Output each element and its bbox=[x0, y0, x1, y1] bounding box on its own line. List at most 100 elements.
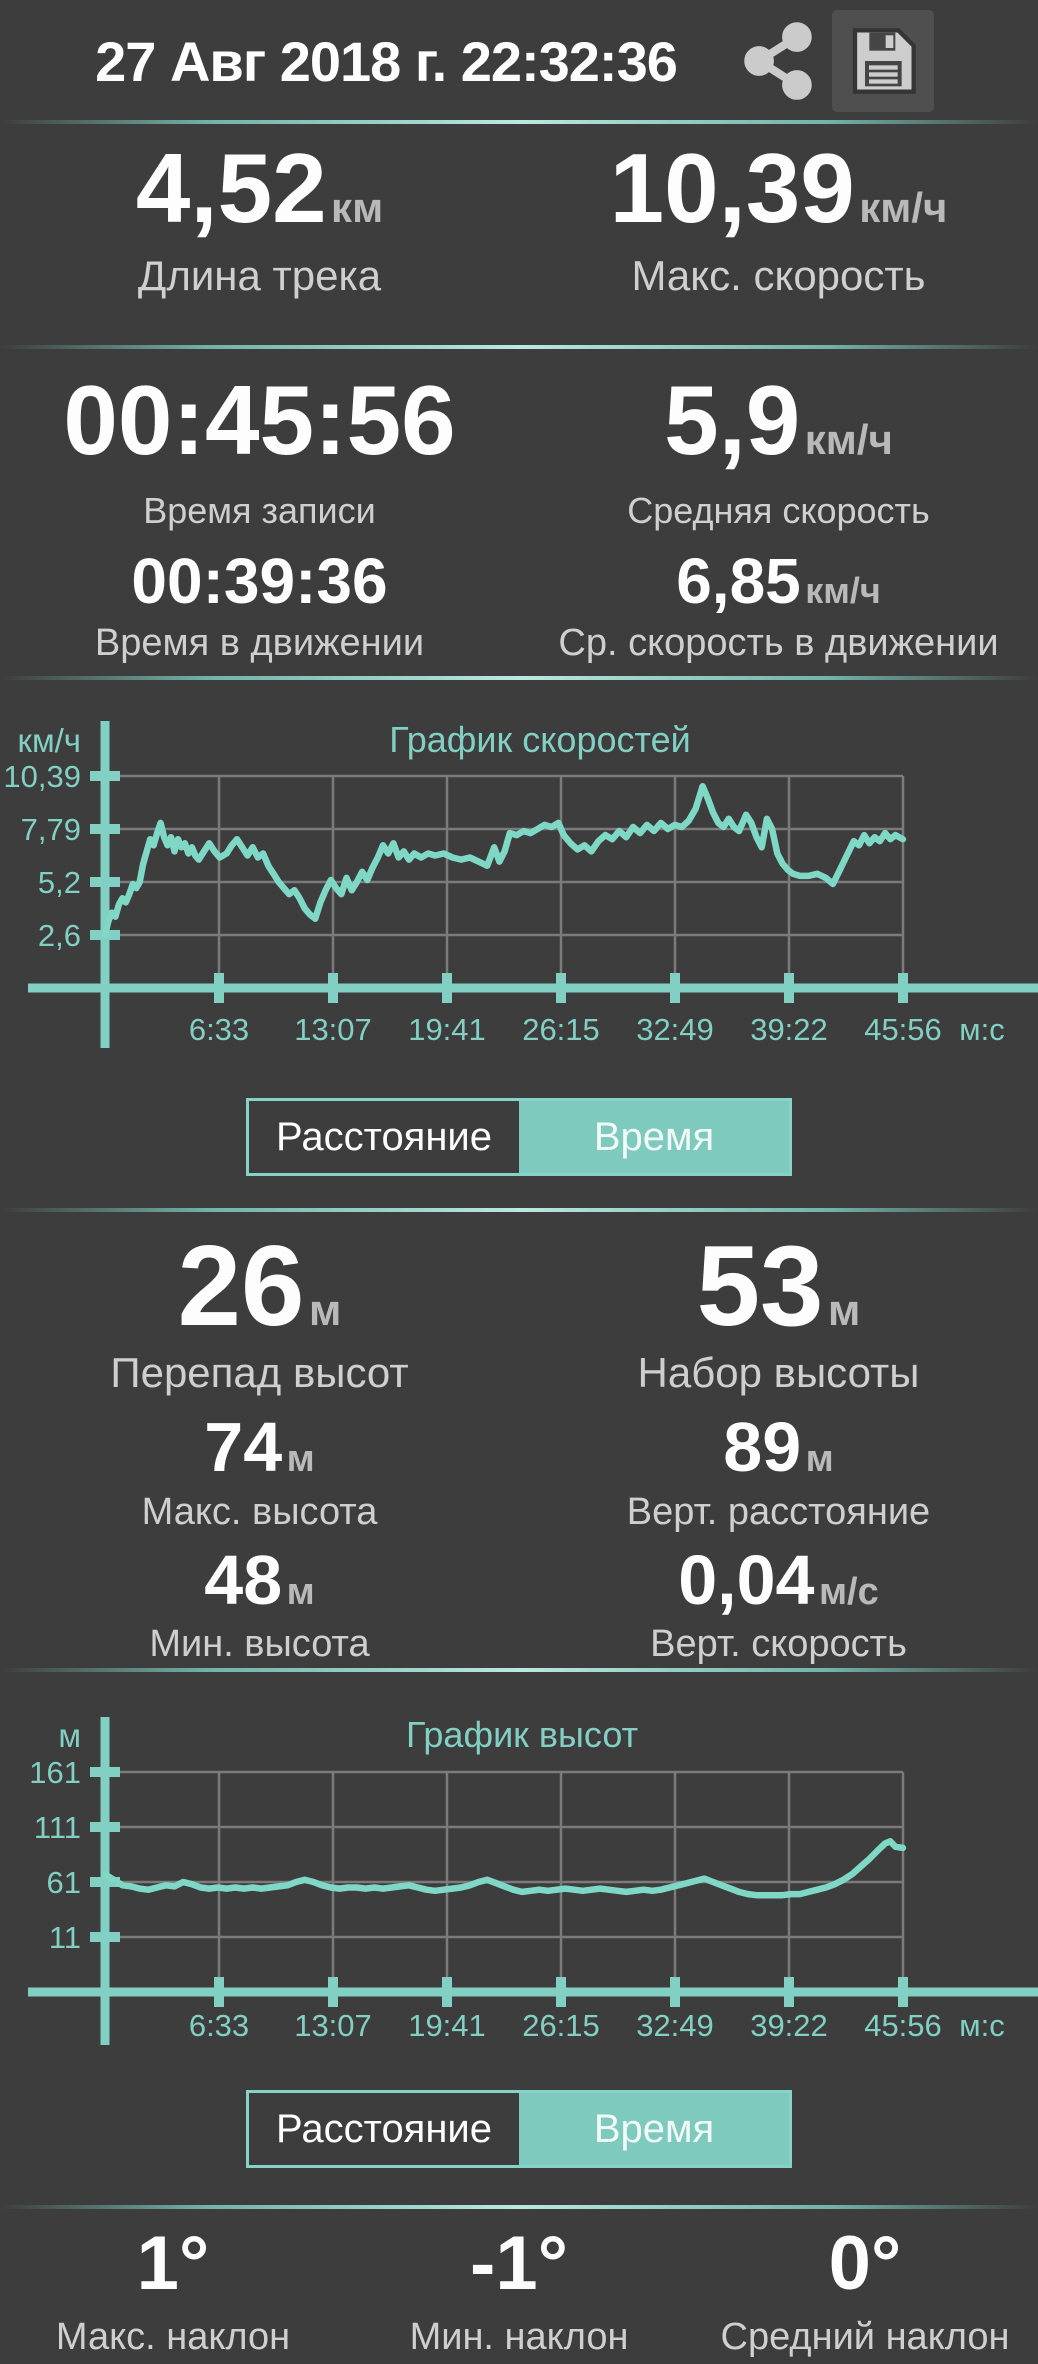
altitude-x-axis-mode-toggle: Расстояние Время bbox=[246, 2090, 792, 2168]
axis-tick-label: 2,6 bbox=[38, 918, 81, 953]
stat-value: 4,52 bbox=[135, 133, 327, 243]
page-title: 27 Авг 2018 г. 22:32:36 bbox=[95, 29, 678, 93]
stat-value: -1° bbox=[470, 2221, 568, 2306]
stat-value: 89 bbox=[723, 1408, 802, 1487]
axis-tick-label: 45:56 bbox=[864, 1012, 942, 1047]
stat-label: Перепад высот bbox=[110, 1349, 409, 1397]
min-incline-stat: -1° Мин. наклон bbox=[346, 2222, 692, 2359]
axis-tick-label: 161 bbox=[29, 1755, 81, 1790]
primary-stats: 4,52 км Длина трека 10,39 км/ч Макс. ско… bbox=[0, 133, 1038, 300]
x-axis-unit-label: м:с bbox=[959, 1012, 1004, 1047]
toggle-option-time[interactable]: Время bbox=[519, 2093, 789, 2165]
chart-title: График скоростей bbox=[389, 719, 690, 760]
chart-title: График высот bbox=[406, 1714, 638, 1755]
divider bbox=[0, 676, 1038, 680]
stat-value: 10,39 bbox=[609, 133, 855, 243]
stat-value: 26 bbox=[177, 1223, 305, 1350]
stat-label: Средний наклон bbox=[720, 2315, 1010, 2358]
moving-time-stat: 00:39:36 Время в движении bbox=[0, 546, 519, 665]
track-length-stat: 4,52 км Длина трека bbox=[0, 133, 519, 300]
stat-unit: м bbox=[827, 1286, 861, 1335]
axis-tick-label: 45:56 bbox=[864, 2008, 942, 2043]
y-axis-unit-label: м bbox=[58, 1717, 81, 1754]
x-axis-unit-label: м:с bbox=[959, 2008, 1004, 2043]
stat-value: 5,9 bbox=[664, 365, 801, 475]
axis-tick-label: 19:41 bbox=[408, 2008, 486, 2043]
speed-chart: 10,39 7,79 5,2 2,6 6:33 13:07 19:41 26:15 32:49 3… bbox=[3, 719, 1038, 1048]
avg-incline-stat: 0° Средний наклон bbox=[692, 2222, 1038, 2359]
stat-value: 1° bbox=[136, 2221, 210, 2306]
axis-tick-label: 26:15 bbox=[522, 2008, 600, 2043]
time-stats: 00:45:56 Время записи 5,9 км/ч Средняя с… bbox=[0, 365, 1038, 665]
min-altitude-stat: 48 м Мин. высота bbox=[0, 1540, 519, 1667]
stat-value: 48 bbox=[204, 1540, 283, 1619]
axis-tick-label: 6:33 bbox=[189, 2008, 249, 2043]
stat-value: 00:39:36 bbox=[131, 544, 388, 617]
altitude-line bbox=[101, 1838, 907, 1899]
toggle-option-time[interactable]: Время bbox=[519, 1101, 789, 1173]
save-button[interactable] bbox=[832, 10, 934, 112]
stat-label: Средняя скорость bbox=[627, 489, 930, 531]
stat-label: Ср. скорость в движении bbox=[558, 622, 999, 665]
axis-tick-label: 39:22 bbox=[750, 2008, 828, 2043]
axis-tick-label: 111 bbox=[34, 1810, 81, 1845]
axis-tick-label: 13:07 bbox=[294, 1012, 372, 1047]
axis-tick-label: 10,39 bbox=[3, 759, 81, 794]
stat-unit: м bbox=[286, 1438, 315, 1481]
stat-unit: м bbox=[286, 1570, 315, 1613]
y-axis-unit-label: км/ч bbox=[18, 722, 82, 759]
axis-tick-label: 61 bbox=[47, 1865, 81, 1900]
elevation-gain-stat: 53 м Набор высоты bbox=[519, 1224, 1038, 1397]
stat-label: Время записи bbox=[143, 489, 376, 531]
elevation-range-stat: 26 м Перепад высот bbox=[0, 1224, 519, 1397]
share-icon bbox=[744, 22, 812, 100]
stat-value: 0,04 bbox=[678, 1540, 815, 1619]
stat-value: 6,85 bbox=[676, 544, 801, 617]
stat-unit: м bbox=[308, 1286, 342, 1335]
share-button[interactable] bbox=[738, 18, 818, 104]
stat-value: 0° bbox=[828, 2221, 902, 2306]
incline-stats: 1° Макс. наклон -1° Мин. наклон 0° Средн… bbox=[0, 2222, 1038, 2359]
axis-tick-label: 13:07 bbox=[294, 2008, 372, 2043]
stat-unit: км/ч bbox=[805, 569, 881, 611]
max-altitude-stat: 74 м Макс. высота bbox=[0, 1411, 519, 1534]
speed-x-axis-mode-toggle: Расстояние Время bbox=[246, 1098, 792, 1176]
stat-label: Мин. высота bbox=[149, 1623, 370, 1666]
stat-label: Макс. скорость bbox=[631, 251, 926, 299]
avg-moving-speed-stat: 6,85 км/ч Ср. скорость в движении bbox=[519, 546, 1038, 665]
divider bbox=[0, 1208, 1038, 1212]
altitude-chart: 161 111 61 11 6:33 13:07 19:41 26:15 32:49 39:22 4… bbox=[28, 1714, 1038, 2045]
stat-unit: км bbox=[331, 184, 384, 231]
axis-tick-label: 5,2 bbox=[38, 865, 81, 900]
toggle-option-distance[interactable]: Расстояние bbox=[249, 1101, 519, 1173]
stat-label: Макс. наклон bbox=[55, 2315, 291, 2358]
stat-value: 53 bbox=[696, 1223, 824, 1350]
axis-tick-label: 6:33 bbox=[189, 1012, 249, 1047]
stat-label: Набор высоты bbox=[637, 1349, 920, 1397]
stat-value: 74 bbox=[204, 1408, 283, 1487]
axis-tick-label: 19:41 bbox=[408, 1012, 486, 1047]
divider bbox=[0, 120, 1038, 124]
stat-label: Верт. скорость bbox=[650, 1623, 907, 1666]
record-time-stat: 00:45:56 Время записи bbox=[0, 367, 519, 532]
elevation-stats: 26 м Перепад высот 53 м Набор высоты 74 … bbox=[0, 1224, 1038, 1666]
axis-tick-label: 26:15 bbox=[522, 1012, 600, 1047]
avg-speed-stat: 5,9 км/ч Средняя скорость bbox=[519, 365, 1038, 532]
axis-tick-label: 32:49 bbox=[636, 1012, 714, 1047]
axis-tick-label: 11 bbox=[49, 1920, 81, 1955]
max-speed-stat: 10,39 км/ч Макс. скорость bbox=[519, 133, 1038, 300]
stat-unit: км/ч bbox=[859, 184, 948, 231]
stat-label: Макс. высота bbox=[141, 1490, 378, 1533]
stat-unit: м bbox=[805, 1438, 834, 1481]
toggle-option-distance[interactable]: Расстояние bbox=[249, 2093, 519, 2165]
stat-label: Длина трека bbox=[137, 251, 382, 299]
save-icon bbox=[852, 28, 916, 94]
stat-label: Верт. расстояние bbox=[626, 1490, 931, 1533]
vertical-distance-stat: 89 м Верт. расстояние bbox=[519, 1411, 1038, 1534]
header: 27 Авг 2018 г. 22:32:36 bbox=[0, 0, 1038, 122]
max-incline-stat: 1° Макс. наклон bbox=[0, 2222, 346, 2359]
stat-unit: км/ч bbox=[804, 416, 893, 463]
speed-line bbox=[101, 782, 907, 939]
stat-unit: м/с bbox=[818, 1570, 879, 1613]
